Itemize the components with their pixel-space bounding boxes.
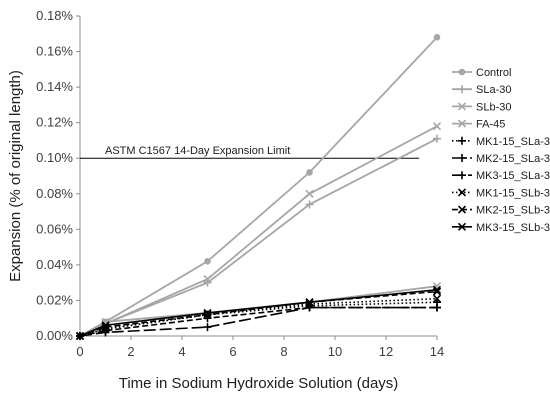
y-tick-label: 0.10% xyxy=(36,150,73,165)
point-marker xyxy=(458,85,466,94)
axes xyxy=(79,16,437,337)
reference-line-label: ASTM C1567 14-Day Expansion Limit xyxy=(105,145,290,157)
y-tick-label: 0.02% xyxy=(36,292,73,307)
legend-label: MK1-15_SLb-30 xyxy=(476,187,550,199)
legend-item: SLa-30 xyxy=(452,84,511,96)
point-marker xyxy=(458,136,466,145)
legend-item: MK2-15_SLb-30 xyxy=(452,205,550,217)
y-tick-label: 0.14% xyxy=(36,79,73,94)
legend-item: Control xyxy=(452,67,511,79)
point-marker xyxy=(305,200,314,209)
point-marker xyxy=(203,275,212,284)
legend-label: MK3-15_SLa-30 xyxy=(476,170,550,182)
legend-label: MK3-15_SLb-30 xyxy=(476,222,550,234)
x-tick-label: 14 xyxy=(430,344,444,359)
legend-label: MK2-15_SLb-30 xyxy=(476,205,550,217)
point-marker xyxy=(458,171,466,180)
point-marker xyxy=(457,102,467,111)
point-marker xyxy=(101,321,110,330)
point-marker xyxy=(432,122,442,131)
point-marker xyxy=(204,258,211,265)
point-marker xyxy=(305,189,314,198)
series-line xyxy=(79,290,438,337)
y-axis-title: Expansion (% of original length) xyxy=(7,70,24,282)
point-marker xyxy=(433,303,441,312)
point-marker xyxy=(458,154,466,162)
series-group xyxy=(75,34,442,341)
legend-label: Control xyxy=(476,67,511,79)
legend-item: MK1-15_SLb-30 xyxy=(452,187,550,199)
x-tick-label: 12 xyxy=(379,344,393,359)
point-marker xyxy=(433,134,441,143)
point-marker xyxy=(432,287,442,296)
reference-line-group: ASTM C1567 14-Day Expansion Limit xyxy=(80,145,420,159)
point-marker xyxy=(458,68,466,76)
legend-label: MK2-15_SLa-30 xyxy=(476,153,550,165)
tick-labels: 0.00% 0.02% 0.04% 0.06% 0.08% 0.10% 0.12% 0.14%… xyxy=(36,8,444,359)
legend-item: MK1-15_SLa-30 xyxy=(452,136,550,148)
legend-item: FA-45 xyxy=(452,119,505,131)
x-axis-title: Time in Sodium Hydroxide Solution (days) xyxy=(119,375,399,392)
point-marker xyxy=(457,119,467,128)
point-marker xyxy=(457,188,467,197)
y-tick-label: 0.12% xyxy=(36,115,73,130)
x-tick-label: 2 xyxy=(127,344,134,359)
series-line xyxy=(79,36,438,337)
point-marker xyxy=(203,323,212,332)
legend-label: FA-45 xyxy=(476,119,505,131)
point-marker xyxy=(432,294,442,303)
legend-item: MK2-15_SLa-30 xyxy=(452,153,550,165)
y-tick-label: 0.06% xyxy=(36,221,73,236)
x-tick-label: 6 xyxy=(229,344,236,359)
point-marker xyxy=(457,222,467,231)
series-mk3-15_slb-30 xyxy=(75,285,442,341)
x-tick-label: 8 xyxy=(280,344,287,359)
point-marker xyxy=(75,331,85,341)
y-tick-label: 0.00% xyxy=(36,328,73,343)
point-marker xyxy=(432,285,442,294)
y-tick-label: 0.08% xyxy=(36,186,73,201)
point-marker xyxy=(306,169,313,176)
legend: Control SLa-30 SLb-30 FA-45 MK1-15_SLa-30 MK2… xyxy=(452,67,550,234)
series-line xyxy=(79,306,437,337)
point-marker xyxy=(433,34,441,41)
y-tick-label: 0.04% xyxy=(36,257,73,272)
legend-item: MK3-15_SLa-30 xyxy=(452,170,550,182)
legend-label: SLa-30 xyxy=(476,84,511,96)
x-tick-label: 4 xyxy=(178,344,185,359)
legend-label: MK1-15_SLa-30 xyxy=(476,136,550,148)
point-marker xyxy=(457,205,467,214)
x-tick-label: 0 xyxy=(76,344,83,359)
legend-item: SLb-30 xyxy=(452,101,511,113)
y-tick-label: 0.16% xyxy=(36,44,73,59)
legend-item: MK3-15_SLb-30 xyxy=(452,222,550,234)
x-tick-label: 10 xyxy=(328,344,342,359)
legend-label: SLb-30 xyxy=(476,101,511,113)
point-marker xyxy=(305,298,314,307)
point-marker xyxy=(203,308,212,317)
y-tick-label: 0.18% xyxy=(36,8,73,23)
